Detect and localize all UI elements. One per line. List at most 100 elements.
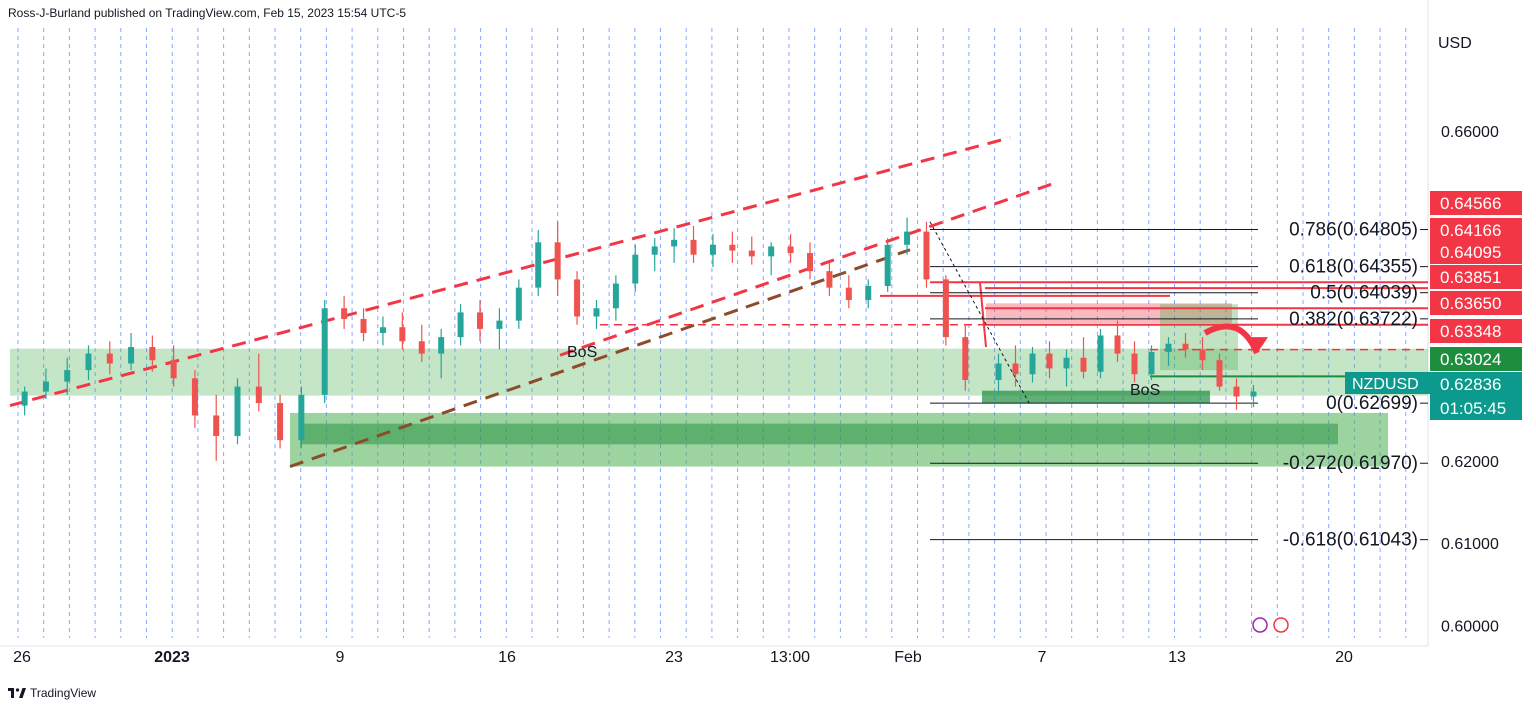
candle-body (1182, 343, 1189, 350)
demand-zone-wide (10, 348, 1428, 396)
candle-body (399, 327, 406, 342)
price-axis[interactable]: USD 0.66000 0.62000 0.61000 0.60000 (1438, 35, 1499, 636)
fib-anchor-line (929, 221, 1031, 405)
candle-body (671, 239, 678, 247)
annotations-layer: BoS BoS (567, 323, 1289, 633)
candle-body (690, 239, 697, 255)
candle-body (149, 347, 156, 361)
candle-body (884, 244, 891, 287)
candle-body (298, 394, 305, 441)
price-badge-value: 0.64566 (1440, 194, 1501, 213)
candle-body (787, 246, 794, 254)
projection-arrow-head (1245, 337, 1268, 352)
price-badge (1430, 240, 1522, 264)
symbol-badge (1345, 372, 1431, 394)
y-tick-label: 0.60000 (1441, 619, 1499, 636)
candle-body (1131, 353, 1138, 375)
price-badge-value: 0.63024 (1440, 350, 1501, 369)
price-badge-value: 0.63348 (1440, 322, 1501, 341)
candle-body (457, 312, 464, 338)
currency-label: USD (1438, 35, 1472, 52)
x-tick-label: 13:00 (770, 649, 810, 666)
fib-level-label: 0(0.62699) (1326, 393, 1418, 414)
candle-body (632, 254, 639, 284)
x-tick-label: 2023 (154, 649, 190, 666)
channel-line (9, 136, 1011, 407)
symbol-badge-label: NZDUSD (1352, 376, 1419, 393)
price-badge-value: 0.63851 (1440, 268, 1501, 287)
candle-body (496, 320, 503, 329)
candle-body (106, 353, 113, 364)
price-badge (1430, 347, 1522, 371)
candle-body (1233, 386, 1240, 397)
candle-body (1097, 335, 1104, 372)
price-badges: 0.64566 0.64166 0.64095 0.63851 0.63650 0.633… (1345, 191, 1522, 420)
candle-body (438, 337, 445, 354)
publisher-caption: Ross-J-Burland published on TradingView.… (8, 6, 406, 20)
x-tick-label: 26 (13, 649, 31, 666)
y-tick-label: 0.62000 (1441, 454, 1499, 471)
x-tick-label: Feb (894, 649, 922, 666)
candle-body (1046, 353, 1053, 369)
time-axis[interactable]: 26 2023 9 16 23 13:00 Feb 7 13 20 (13, 649, 1353, 666)
current-price-value: 0.62836 (1440, 375, 1501, 394)
candle-body (255, 386, 262, 404)
price-badge-value: 0.64095 (1440, 243, 1501, 262)
candle-body (904, 231, 911, 245)
candle-body (170, 360, 177, 379)
bos-label: BoS (567, 344, 597, 361)
candle-body (1199, 349, 1206, 361)
bos-base-zone (982, 390, 1210, 404)
demand-zone-core (300, 423, 1338, 445)
candle-body (845, 287, 852, 301)
candle-body (995, 363, 1002, 380)
candle-body (515, 287, 522, 321)
x-tick-label: 23 (665, 649, 683, 666)
candle-body (234, 386, 241, 437)
fib-level-label: -0.618(0.61043) (1283, 530, 1418, 551)
candle-body (42, 381, 49, 392)
candle-body (1080, 357, 1087, 372)
bos-label: BoS (1130, 382, 1160, 399)
candle-body (748, 250, 755, 257)
x-tick-label: 20 (1335, 649, 1353, 666)
candle-body (341, 308, 348, 319)
x-tick-label: 13 (1168, 649, 1186, 666)
candle-body (651, 246, 658, 255)
candle-body (962, 337, 969, 380)
candle-body (1216, 360, 1223, 387)
fib-level-label: 0.5(0.64039) (1310, 283, 1418, 304)
fibonacci-extension: 0.786(0.64805) 0.618(0.64355) 0.5(0.64039)… (929, 220, 1428, 551)
candle-body (85, 353, 92, 371)
footer-brand[interactable]: TradingView (8, 686, 96, 700)
candle-body (923, 231, 930, 280)
candle-body (360, 318, 367, 333)
candle-body (1165, 343, 1172, 352)
candle-body (379, 327, 386, 333)
candle-body (535, 242, 542, 288)
candle-body (1063, 357, 1070, 369)
price-badge (1430, 291, 1522, 315)
candle-body (554, 242, 561, 280)
channel-anchor (10, 406, 290, 467)
lightning-icon (1252, 617, 1268, 633)
y-tick-label: 0.61000 (1441, 536, 1499, 553)
candle-body (277, 403, 284, 441)
candle-body (729, 244, 736, 251)
candle-body (807, 253, 813, 272)
candle-body (709, 244, 716, 255)
candle-body (865, 286, 872, 301)
candle-body (1148, 351, 1155, 375)
price-badge (1430, 191, 1522, 215)
fib-level-label: 0.618(0.64355) (1289, 257, 1418, 278)
candle-body (213, 415, 220, 437)
fib-level-label: 0.382(0.63722) (1289, 309, 1418, 330)
price-badge-value: 0.63650 (1440, 294, 1501, 313)
candle-body (574, 279, 581, 317)
fib-level-label: 0.786(0.64805) (1289, 220, 1418, 241)
x-tick-label: 9 (336, 649, 345, 666)
candle-body (128, 347, 135, 364)
candle-body (477, 312, 483, 329)
candle-body (942, 279, 949, 338)
